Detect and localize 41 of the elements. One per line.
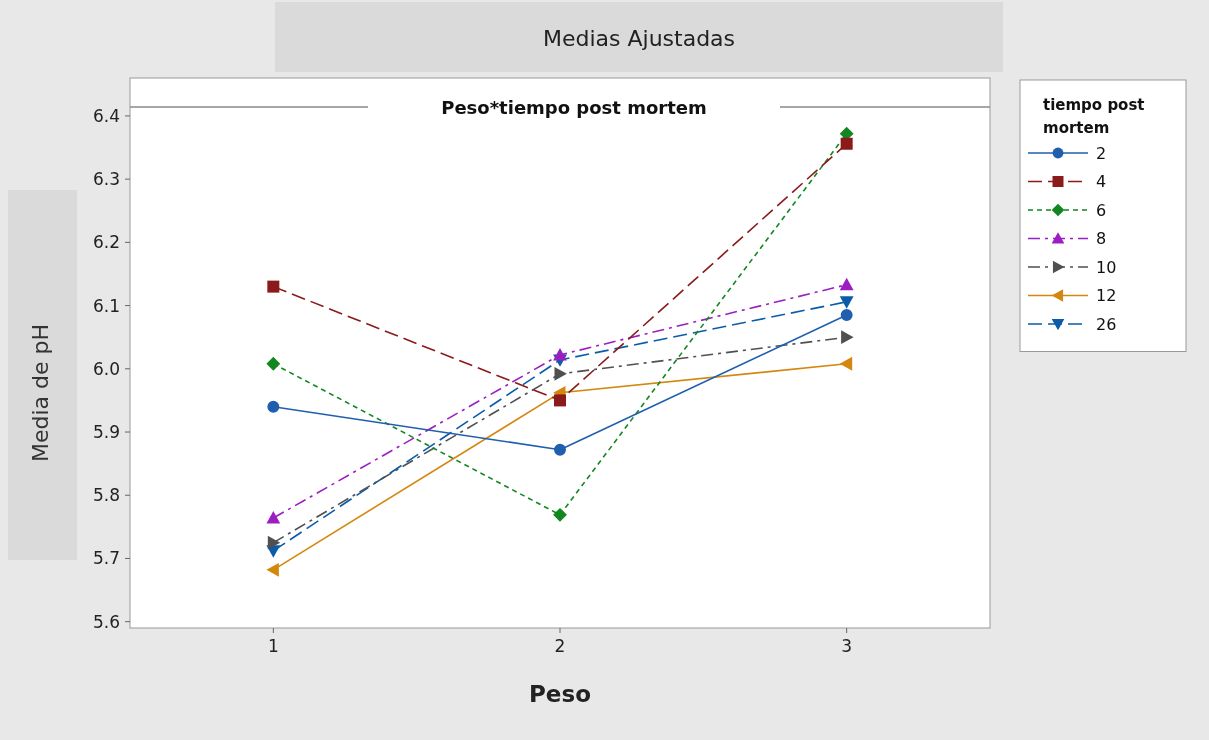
y-tick-label: 5.9 [92,421,120,442]
point [267,280,280,293]
legend-title: tiempo post mortem [1043,96,1145,137]
point [553,507,567,522]
x-tick-label: 2 [554,636,566,656]
y-tick-label: 6.0 [92,358,120,379]
legend-label: 4 [1096,172,1107,192]
y-tick-label: 6.1 [92,295,120,316]
y-axis-title: Media de pH [28,323,53,463]
point [839,296,854,309]
y-tick-label: 6.2 [92,232,120,253]
point [267,535,281,550]
legend-label: 10 [1096,257,1117,277]
point [267,400,280,413]
legend-label: 2 [1096,143,1107,163]
y-tick-label: 5.6 [92,611,120,632]
point [266,562,279,577]
legend-label: 12 [1096,286,1117,306]
x-axis-title: Peso [529,681,591,707]
legend-label: 8 [1096,229,1107,249]
text: Peso*tiempo post mortem [441,97,707,118]
y-tick-label: 6.4 [92,105,120,126]
point [839,356,853,371]
point [554,366,567,381]
x-tick-label: 3 [841,636,853,656]
point [840,309,853,322]
legend-label: 6 [1096,200,1107,220]
y-tick-label: 6.3 [92,169,120,190]
chart-title: Medias Ajustadas [542,26,736,51]
point [554,443,566,456]
point [841,330,854,345]
y-tick-label: 5.7 [92,548,120,569]
point [840,137,853,150]
point [266,356,281,371]
point [554,394,566,407]
point [839,277,854,291]
point [266,511,281,524]
x-tick-label: 1 [267,636,279,656]
point [553,348,567,361]
y-tick-label: 5.8 [92,485,120,506]
legend-label: 26 [1096,314,1117,334]
